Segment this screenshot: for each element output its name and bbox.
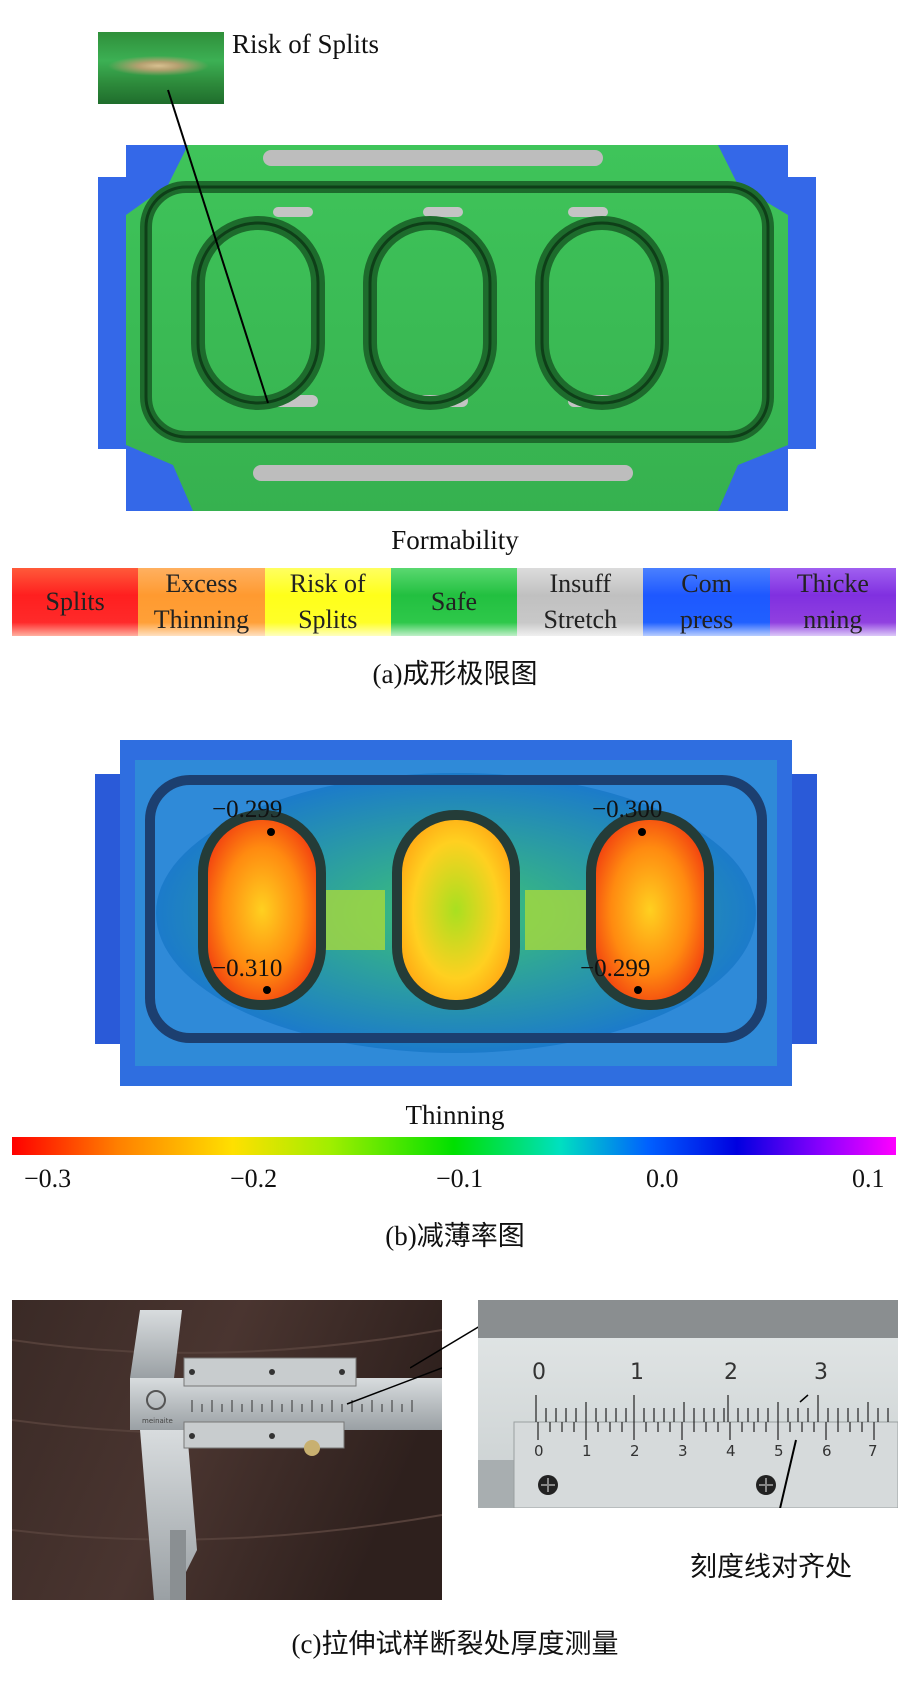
vernier-number: 5 — [774, 1442, 784, 1460]
legend-excess-thinning: Excess Thinning — [138, 568, 265, 636]
vernier-number: 7 — [868, 1442, 878, 1460]
formability-legend: Splits Excess Thinning Risk of Splits Sa… — [12, 568, 896, 636]
formability-title: Formability — [391, 525, 519, 555]
caption-c: (c)拉伸试样断裂处厚度测量 — [291, 1629, 619, 1659]
caption-b: (b)减薄率图 — [385, 1221, 525, 1251]
annotation-top-right: −0.300 — [592, 796, 663, 823]
legend-splits: Splits — [12, 568, 139, 636]
risk-of-splits-label: Risk of Splits — [232, 29, 380, 59]
main-scale-number: 1 — [630, 1360, 644, 1385]
vernier-number: 0 — [534, 1442, 544, 1460]
legend-safe: Safe — [390, 568, 518, 636]
colorbar-tick: 0.1 — [852, 1164, 885, 1193]
thinning-colorbar — [12, 1137, 896, 1155]
thinning-title: Thinning — [405, 1100, 505, 1130]
colorbar-tick: −0.3 — [24, 1164, 72, 1193]
vernier-number: 3 — [678, 1442, 688, 1460]
vernier-number: 4 — [726, 1442, 736, 1460]
thinning-plate-image — [95, 740, 817, 1086]
vernier-number: 1 — [582, 1442, 592, 1460]
main-scale-number: 2 — [724, 1360, 738, 1385]
caliper-brand: meinaite — [142, 1417, 173, 1425]
legend-risk-of-splits: Risk of Splits — [264, 568, 391, 636]
caliper-photo: meinaite — [12, 1300, 442, 1600]
formability-plate-image — [98, 145, 816, 511]
alignment-label: 刻度线对齐处 — [690, 1552, 852, 1583]
caption-a: (a)成形极限图 — [372, 659, 538, 689]
colorbar-tick: 0.0 — [646, 1164, 679, 1193]
main-scale-number: 3 — [814, 1360, 828, 1385]
annotation-top-left: −0.299 — [212, 796, 283, 823]
annotation-bottom-left: −0.310 — [212, 955, 283, 982]
caliper-zoom-photo — [478, 1300, 898, 1508]
annotation-bottom-right: −0.299 — [580, 955, 651, 982]
vernier-number: 6 — [822, 1442, 832, 1460]
colorbar-tick: −0.1 — [436, 1164, 484, 1193]
legend-compress: Com press — [643, 568, 770, 636]
legend-insuff-stretch: Insuff Stretch — [517, 568, 644, 636]
colorbar-tick: −0.2 — [230, 1164, 278, 1193]
main-scale-number: 0 — [532, 1360, 546, 1385]
risk-of-splits-inset-image — [98, 32, 224, 104]
zoom-leader-line — [410, 1319, 490, 1369]
legend-thickenning: Thicke nning — [769, 568, 896, 636]
vernier-number: 2 — [630, 1442, 640, 1460]
